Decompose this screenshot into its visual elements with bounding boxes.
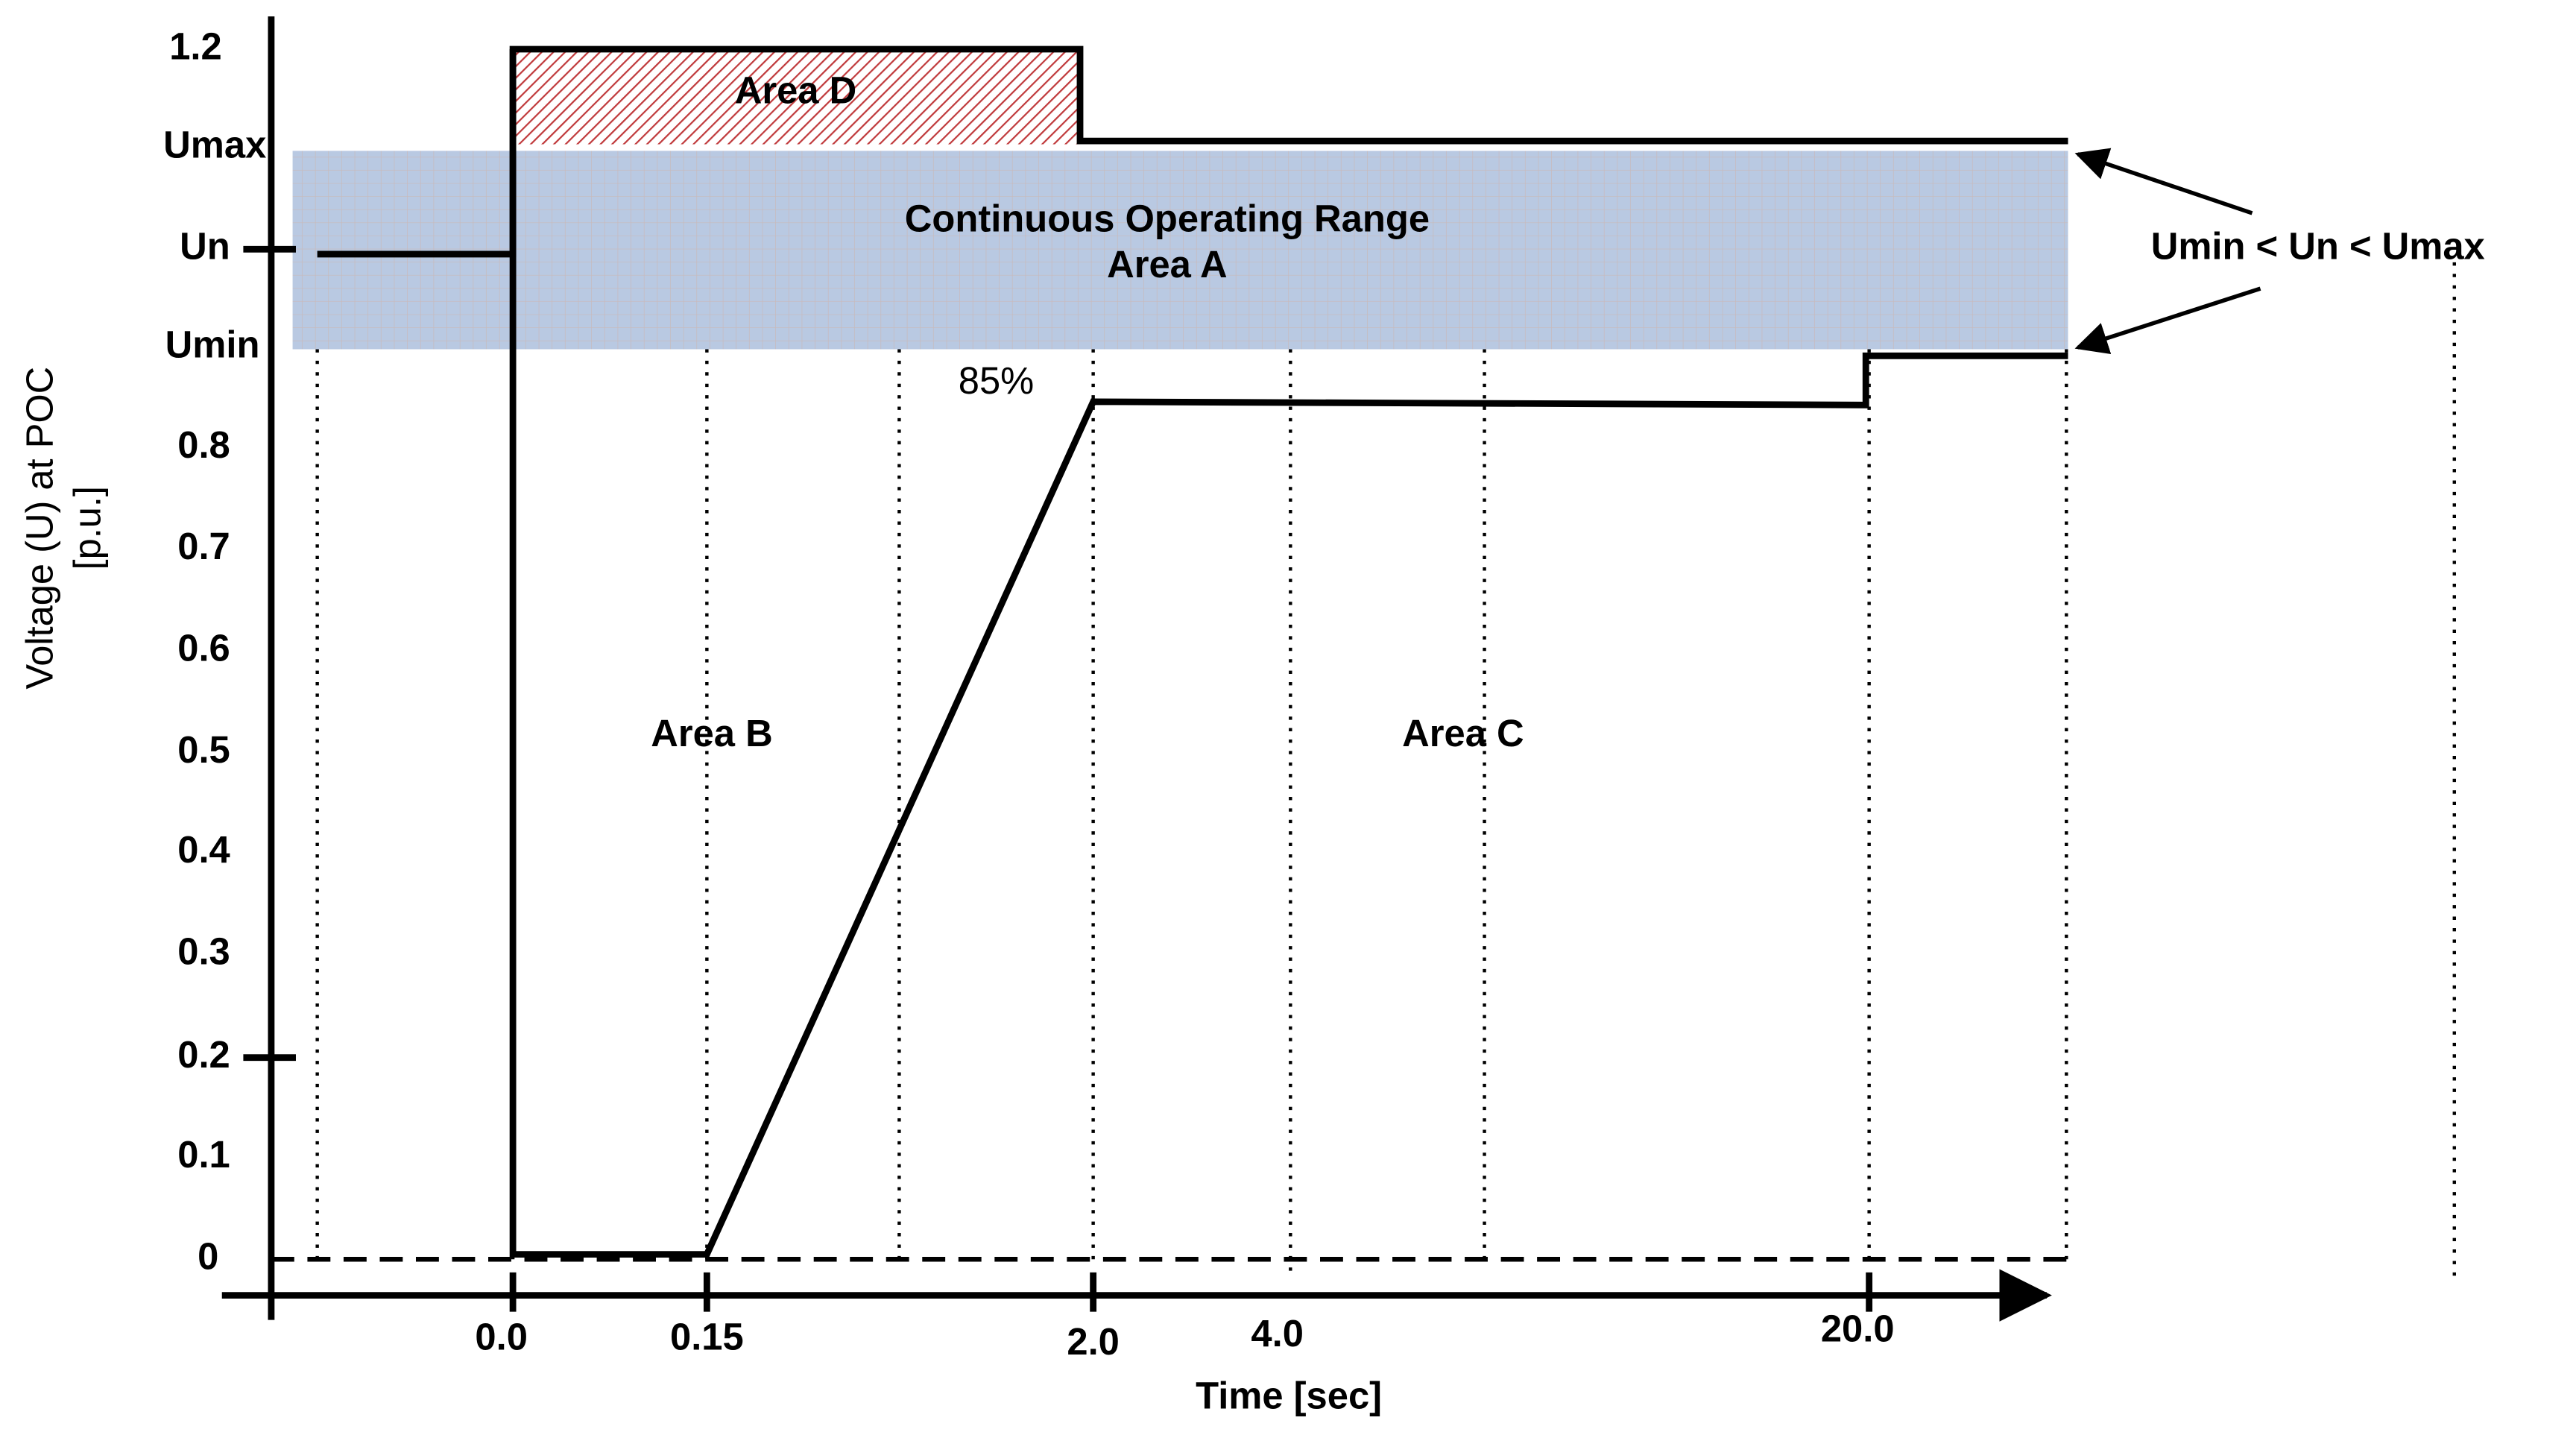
- y-label: 0.5: [177, 728, 230, 771]
- x-label: 0.15: [670, 1315, 744, 1357]
- area-b-label: Area B: [651, 712, 772, 754]
- lower-limit-curve: [509, 48, 2068, 1258]
- x-label: 0.0: [475, 1315, 528, 1357]
- area-d-label: Area D: [735, 69, 856, 112]
- dotted-guides: [315, 262, 2456, 1279]
- y-label: 0.1: [177, 1133, 230, 1176]
- y-label: Umin: [165, 324, 260, 366]
- y-label: 0.3: [177, 930, 230, 973]
- y-label: Umax: [163, 123, 266, 165]
- y-label: 0.7: [177, 525, 230, 567]
- note-arrow-top: [2074, 148, 2253, 215]
- y-label: 0: [198, 1235, 218, 1278]
- x-label: 2.0: [1067, 1320, 1120, 1363]
- y-label: 1.2: [169, 25, 222, 67]
- y-axis-title: Voltage (U) at POC: [19, 367, 61, 690]
- area-a-label: Area A: [1107, 243, 1228, 286]
- area-a-band: [292, 151, 2068, 350]
- y-label: 0.2: [177, 1033, 230, 1076]
- y-label: 0.4: [177, 828, 230, 871]
- upper-limit-curve: [317, 45, 2068, 258]
- x-axis-title: Time [sec]: [1196, 1375, 1382, 1417]
- area-d-hatch: [513, 48, 1081, 145]
- x-label: 20.0: [1821, 1307, 1895, 1349]
- area-a-label: Continuous Operating Range: [905, 197, 1430, 239]
- area-c-label: Area C: [1402, 712, 1524, 754]
- y-label: Un: [180, 225, 230, 268]
- y-axis-title: [p.u.]: [66, 486, 109, 570]
- y-label: 0.6: [177, 627, 230, 669]
- percent-label: 85%: [959, 359, 1034, 402]
- x-label: 4.0: [1251, 1312, 1304, 1355]
- axes: [221, 16, 2052, 1322]
- y-label: 0.8: [177, 423, 230, 466]
- note-arrow-bottom: [2074, 286, 2261, 355]
- range-note: Umin < Un < Umax: [2151, 225, 2485, 268]
